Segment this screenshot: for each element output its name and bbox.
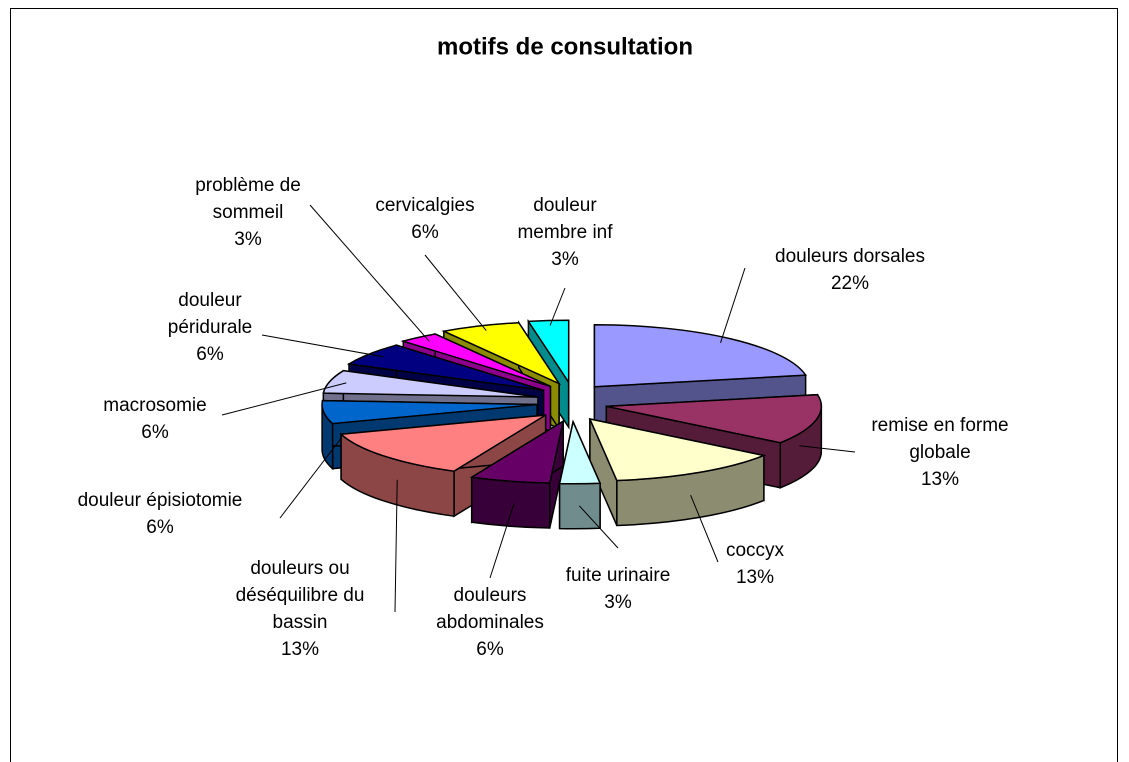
- label-value: 22%: [830, 273, 870, 294]
- label-value: 6%: [146, 517, 174, 538]
- label-name: problème de sommeil: [195, 175, 301, 223]
- leader-line: [221, 382, 347, 416]
- slice: [400, 333, 551, 388]
- slice-label: problème de sommeil 3%: [173, 172, 323, 253]
- slice: [527, 319, 570, 385]
- label-name: douleurs abdominales: [436, 585, 544, 633]
- leader-line: [489, 503, 515, 579]
- label-value: 6%: [411, 222, 439, 243]
- label-name: douleurs ou déséquilibre du bassin: [235, 558, 365, 633]
- slice-label: cervicalgies 6%: [350, 192, 500, 246]
- leader-line: [578, 505, 619, 549]
- leader-line: [309, 204, 430, 342]
- label-value: 3%: [234, 229, 262, 250]
- slice: [588, 418, 767, 482]
- label-value: 6%: [476, 639, 504, 660]
- slice-label: douleurs abdominales 6%: [415, 582, 565, 663]
- slice-label: douleurs dorsales 22%: [740, 243, 960, 297]
- leader-line: [799, 445, 856, 453]
- leader-line: [261, 334, 384, 358]
- label-name: fuite urinaire: [565, 565, 671, 586]
- slice: [469, 419, 565, 484]
- leader-line: [690, 494, 719, 563]
- slice: [558, 419, 602, 485]
- leader-line: [549, 287, 566, 326]
- slice-label: douleurs ou déséquilibre du bassin 13%: [210, 555, 390, 663]
- slice-label: remise en forme globale 13%: [850, 412, 1030, 493]
- slice-wall: [470, 476, 551, 529]
- slice: [593, 323, 807, 388]
- label-value: 13%: [920, 469, 960, 490]
- label-name: douleur membre inf: [517, 195, 613, 243]
- slice-label: macrosomie 6%: [75, 392, 235, 446]
- slice-label: fuite urinaire 3%: [543, 562, 693, 616]
- label-name: douleurs dorsales: [775, 246, 925, 267]
- label-name: coccyx: [725, 540, 785, 561]
- slice-group: [588, 418, 767, 527]
- label-value: 3%: [604, 592, 632, 613]
- label-value: 13%: [735, 567, 775, 588]
- label-name: remise en forme globale: [871, 415, 1009, 463]
- label-name: cervicalgies: [375, 195, 475, 216]
- slice-label: douleur membre inf 3%: [500, 192, 630, 273]
- slice-label: coccyx 13%: [695, 537, 815, 591]
- slice: [606, 393, 823, 444]
- slice: [321, 399, 538, 425]
- chart-title: motifs de consultation: [437, 33, 693, 60]
- label-value: 3%: [551, 249, 579, 270]
- label-value: 6%: [196, 344, 224, 365]
- label-name: macrosomie: [103, 395, 207, 416]
- slice: [441, 321, 562, 386]
- slice-label: douleur péridurale 6%: [150, 287, 270, 368]
- leader-line: [424, 254, 487, 331]
- label-value: 13%: [280, 639, 320, 660]
- slice: [339, 414, 546, 472]
- leader-line: [720, 267, 746, 343]
- leader-line: [394, 479, 398, 613]
- leader-line: [279, 438, 342, 519]
- label-name: douleur péridurale: [167, 290, 253, 338]
- label-name: douleur épisiotomie: [77, 490, 243, 511]
- slice-group: [469, 419, 565, 529]
- slice-label: douleur épisiotomie 6%: [40, 487, 280, 541]
- label-value: 6%: [141, 422, 169, 443]
- slice: [322, 369, 539, 398]
